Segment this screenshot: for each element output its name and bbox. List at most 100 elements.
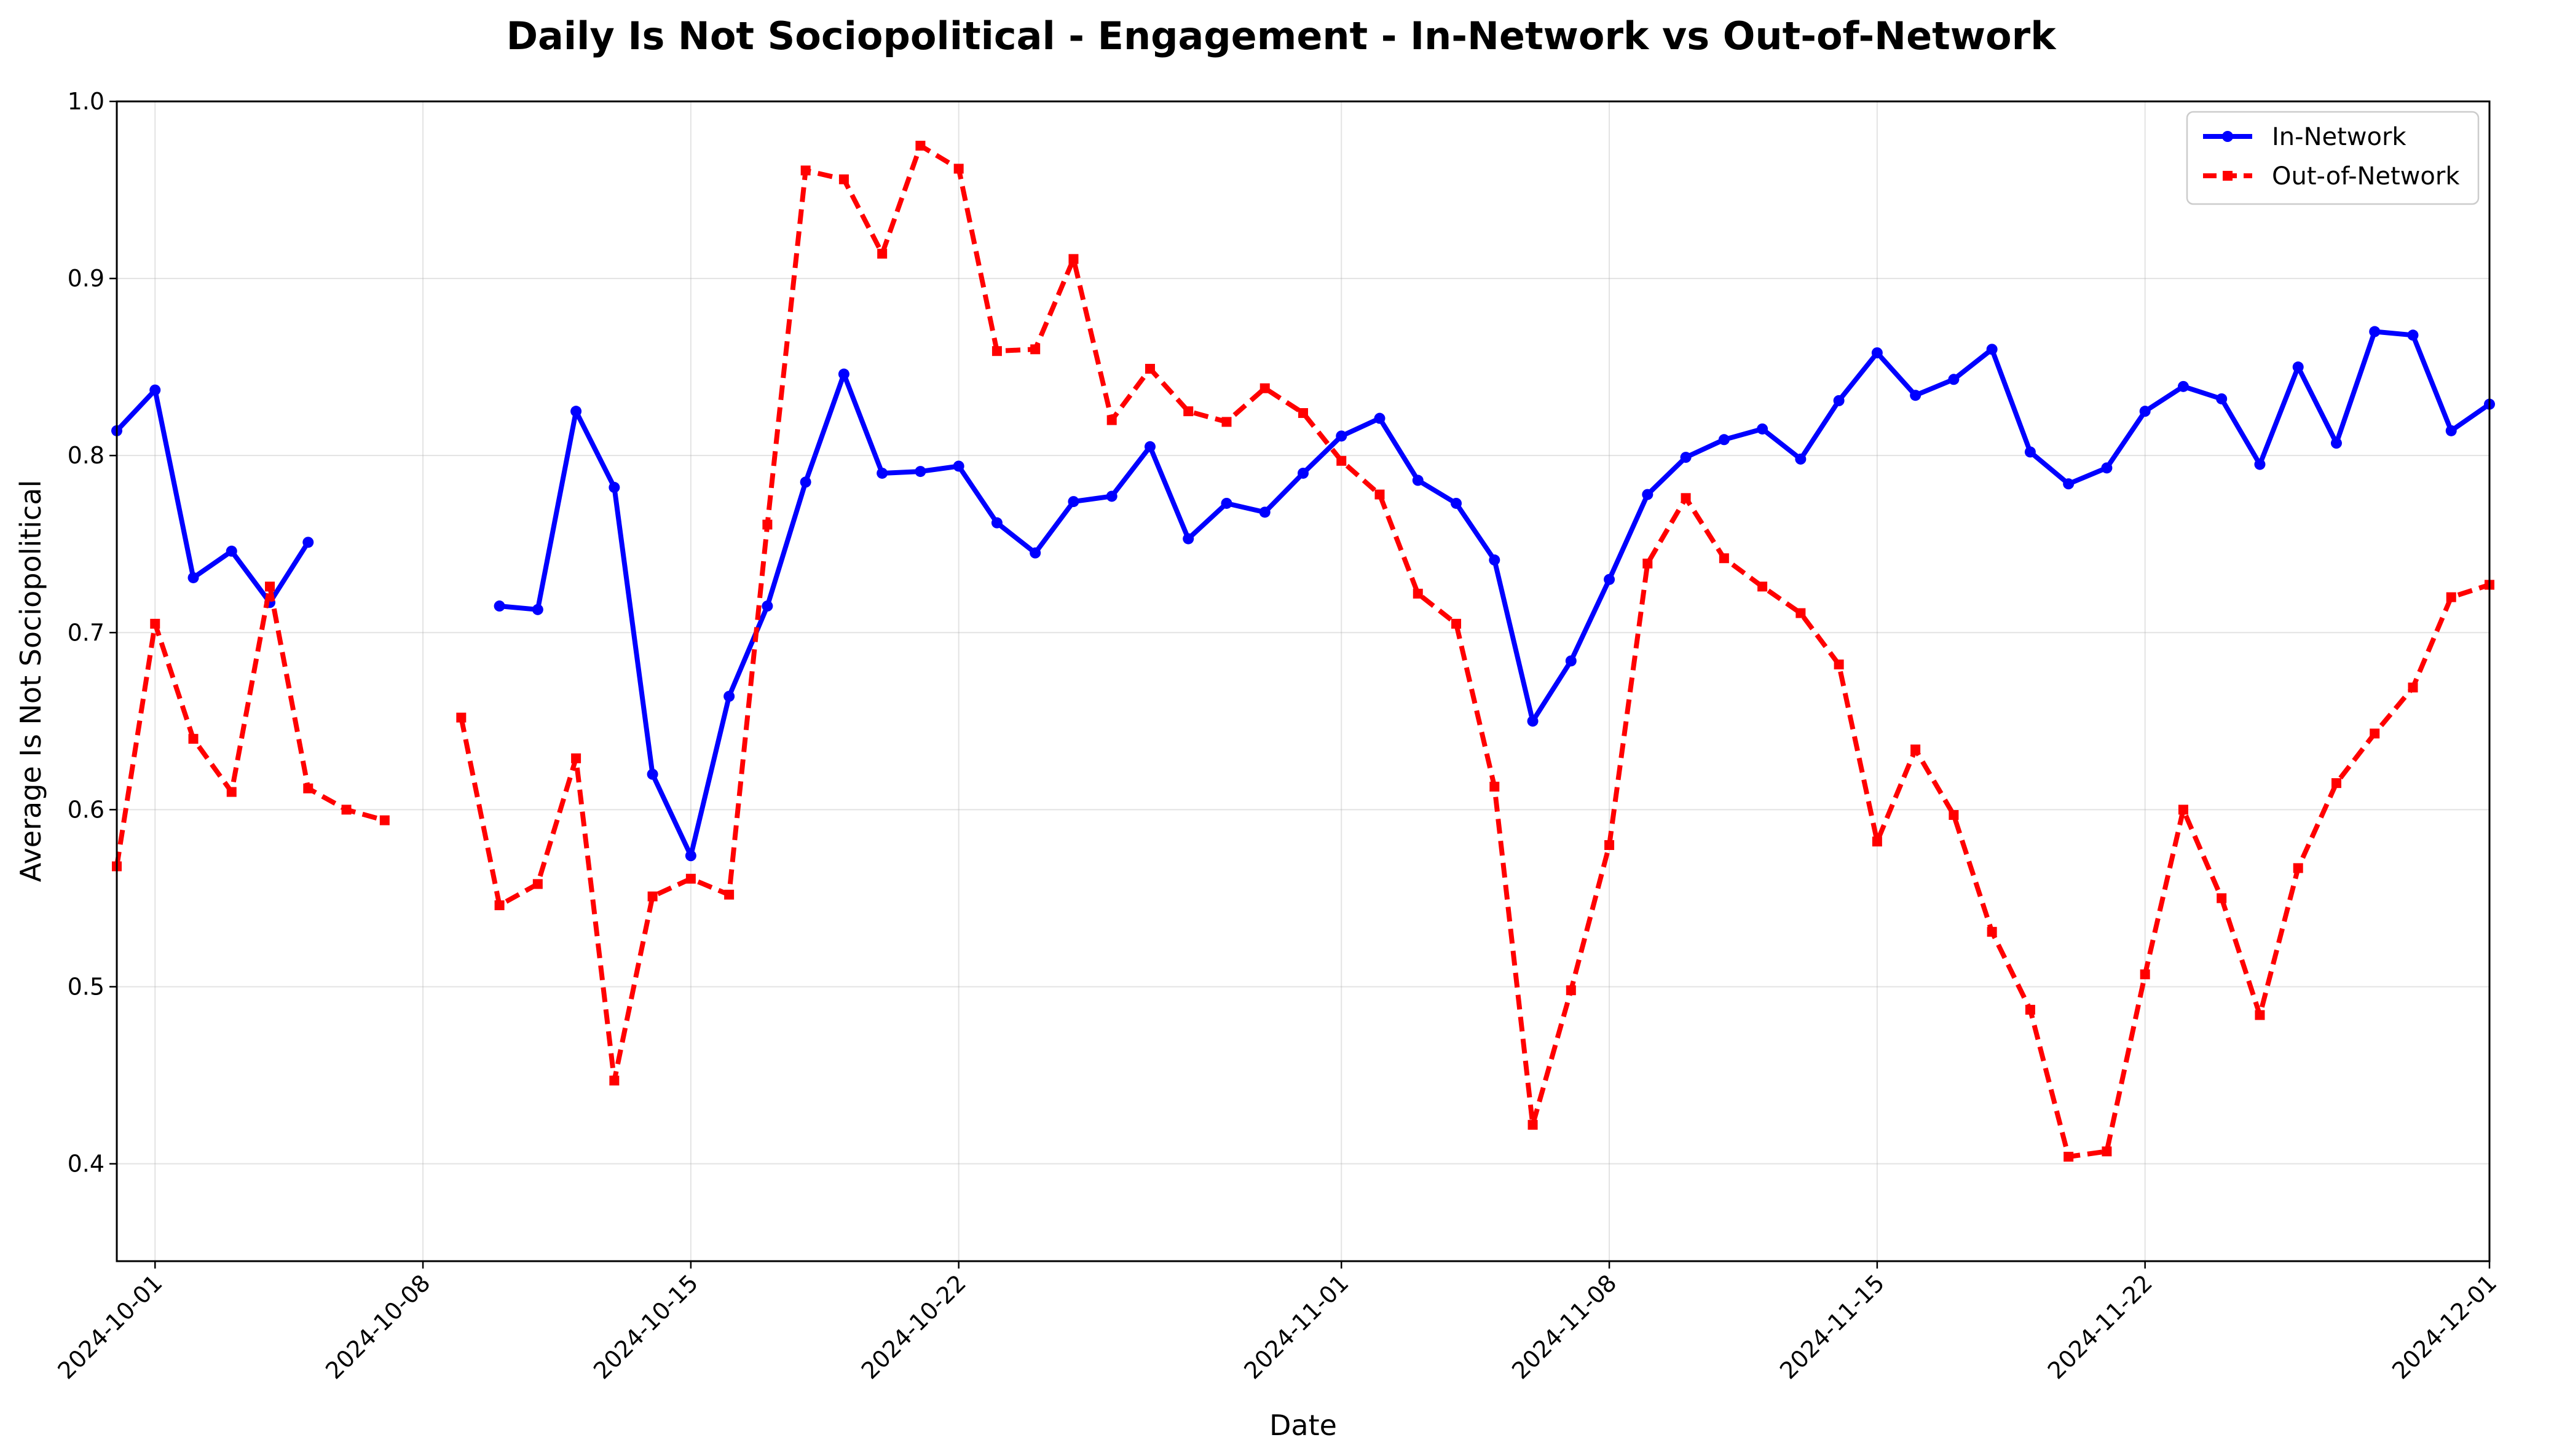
data-point-out-of-network: [2293, 863, 2303, 873]
data-point-out-of-network: [800, 165, 811, 176]
data-point-out-of-network: [1872, 836, 1882, 847]
series-line-out-of-network: [459, 143, 2491, 1159]
data-point-in-network: [915, 466, 926, 478]
data-point-in-network: [1527, 715, 1539, 727]
data-point-out-of-network: [2370, 728, 2380, 739]
data-point-out-of-network: [1757, 581, 1768, 592]
y-tick-label: 0.5: [68, 973, 104, 1000]
data-point-in-network: [877, 467, 888, 479]
legend-marker-out-of-network: [2223, 171, 2233, 181]
data-point-out-of-network: [953, 163, 964, 174]
data-point-in-network: [1298, 467, 1309, 479]
data-point-in-network: [1489, 554, 1500, 566]
data-point-out-of-network: [1298, 408, 1308, 419]
x-tick-label: 2024-10-08: [320, 1269, 435, 1384]
data-point-out-of-network: [1795, 608, 1806, 618]
x-tick-label: 2024-12-01: [2387, 1269, 2502, 1384]
data-point-in-network: [838, 368, 849, 380]
data-point-out-of-network: [379, 815, 390, 825]
chart-title: Daily Is Not Sociopolitical - Engagement…: [506, 14, 2057, 58]
data-point-out-of-network: [2025, 1004, 2035, 1015]
data-point-in-network: [1068, 496, 1079, 508]
data-point-out-of-network: [2331, 778, 2341, 789]
data-point-in-network: [302, 537, 314, 548]
series-line-in-network: [115, 387, 310, 605]
data-point-in-network: [1030, 547, 1041, 559]
data-point-in-network: [187, 572, 199, 583]
data-point-out-of-network: [1719, 553, 1729, 564]
data-point-in-network: [1183, 533, 1194, 545]
legend-marker-in-network: [2222, 131, 2233, 142]
data-point-in-network: [800, 476, 811, 488]
legend: In-Network Out-of-Network: [2186, 111, 2480, 205]
data-point-out-of-network: [1604, 840, 1615, 850]
data-point-in-network: [2063, 478, 2075, 490]
x-tick-label: 2024-11-15: [1775, 1269, 1890, 1384]
legend-box: [2186, 111, 2480, 205]
data-point-out-of-network: [1145, 364, 1155, 374]
data-point-out-of-network: [915, 141, 926, 151]
series-layer: [111, 141, 2495, 1162]
data-point-in-network: [685, 850, 696, 862]
series-line-out-of-network: [114, 584, 385, 867]
data-point-in-network: [1680, 452, 1692, 463]
data-point-out-of-network: [1527, 1120, 1538, 1130]
data-point-out-of-network: [647, 891, 658, 902]
data-point-out-of-network: [1259, 383, 1270, 393]
data-point-out-of-network: [150, 618, 160, 629]
y-axis-label: Average Is Not Sociopolitical: [14, 480, 47, 882]
x-axis: 2024-10-01 2024-10-08 2024-10-15 2024-10-22…: [52, 1261, 2502, 1385]
data-point-in-network: [2369, 326, 2381, 337]
x-tick-label: 2024-10-22: [856, 1269, 971, 1384]
data-point-out-of-network: [2255, 1010, 2265, 1020]
data-point-out-of-network: [2446, 592, 2456, 602]
grid: [117, 101, 2490, 1261]
data-point-out-of-network: [1451, 618, 1462, 629]
data-point-out-of-network: [1413, 588, 1423, 599]
data-point-out-of-network: [991, 346, 1002, 356]
data-point-out-of-network: [1489, 781, 1500, 792]
data-point-in-network: [1412, 474, 1424, 486]
data-point-in-network: [1910, 390, 1922, 401]
data-point-in-network: [1757, 423, 1768, 435]
data-point-out-of-network: [2102, 1146, 2112, 1157]
data-point-out-of-network: [1987, 927, 1997, 937]
x-tick-label: 2024-10-15: [588, 1269, 703, 1384]
data-point-in-network: [1795, 453, 1807, 465]
x-tick-label: 2024-10-01: [52, 1269, 167, 1384]
data-point-out-of-network: [1910, 744, 1921, 755]
data-point-out-of-network: [685, 873, 696, 884]
data-point-in-network: [2407, 329, 2419, 341]
data-point-in-network: [1451, 497, 1462, 509]
data-point-in-network: [762, 600, 773, 612]
y-tick-label: 0.6: [68, 796, 104, 823]
data-point-out-of-network: [188, 734, 199, 744]
data-point-in-network: [226, 545, 237, 557]
data-point-in-network: [1106, 490, 1117, 502]
data-point-out-of-network: [1183, 406, 1194, 417]
data-point-in-network: [1259, 506, 1271, 518]
data-point-in-network: [2101, 462, 2113, 474]
data-point-out-of-network: [1106, 415, 1117, 425]
data-point-in-network: [2139, 406, 2151, 417]
data-point-in-network: [1336, 430, 1347, 442]
data-point-out-of-network: [341, 805, 352, 815]
data-point-out-of-network: [1068, 254, 1079, 264]
data-point-out-of-network: [2178, 805, 2188, 815]
data-point-out-of-network: [2408, 682, 2418, 693]
data-point-in-network: [494, 600, 505, 612]
x-axis-label: Date: [1269, 1409, 1337, 1442]
data-point-out-of-network: [303, 783, 313, 793]
legend-label-out-of-network: Out-of-Network: [2272, 162, 2460, 191]
data-point-out-of-network: [609, 1076, 620, 1086]
data-point-out-of-network: [1374, 489, 1385, 500]
data-point-out-of-network: [2217, 893, 2227, 903]
data-point-in-network: [1871, 347, 1883, 359]
data-point-out-of-network: [1642, 558, 1653, 569]
data-point-in-network: [1144, 441, 1156, 452]
x-tick-label: 2024-11-01: [1239, 1269, 1354, 1384]
data-point-out-of-network: [1834, 659, 1844, 670]
data-point-out-of-network: [762, 519, 773, 530]
data-point-out-of-network: [571, 753, 581, 763]
